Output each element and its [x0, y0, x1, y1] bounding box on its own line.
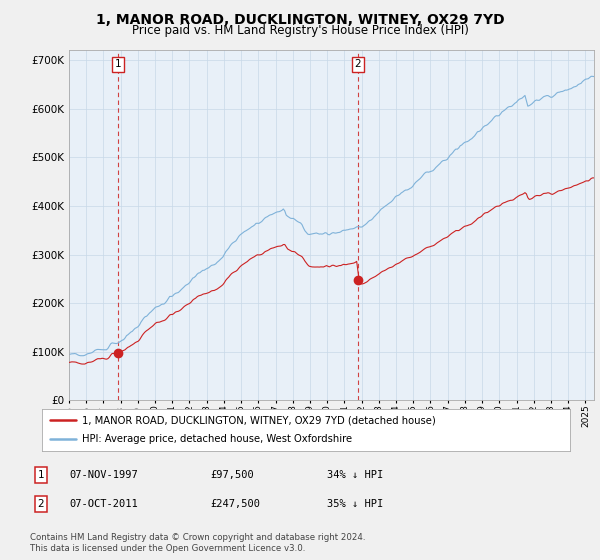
- Text: 35% ↓ HPI: 35% ↓ HPI: [327, 499, 383, 509]
- Text: Contains HM Land Registry data © Crown copyright and database right 2024.
This d: Contains HM Land Registry data © Crown c…: [30, 533, 365, 553]
- Text: 1, MANOR ROAD, DUCKLINGTON, WITNEY, OX29 7YD: 1, MANOR ROAD, DUCKLINGTON, WITNEY, OX29…: [95, 13, 505, 27]
- Text: £247,500: £247,500: [210, 499, 260, 509]
- Text: 2: 2: [37, 499, 44, 509]
- Text: £97,500: £97,500: [210, 470, 254, 480]
- Text: 1: 1: [115, 59, 121, 69]
- Text: 34% ↓ HPI: 34% ↓ HPI: [327, 470, 383, 480]
- Text: 2: 2: [355, 59, 361, 69]
- Text: 07-NOV-1997: 07-NOV-1997: [69, 470, 138, 480]
- Text: 1: 1: [37, 470, 44, 480]
- Text: 1, MANOR ROAD, DUCKLINGTON, WITNEY, OX29 7YD (detached house): 1, MANOR ROAD, DUCKLINGTON, WITNEY, OX29…: [82, 415, 436, 425]
- Text: 07-OCT-2011: 07-OCT-2011: [69, 499, 138, 509]
- Text: HPI: Average price, detached house, West Oxfordshire: HPI: Average price, detached house, West…: [82, 435, 352, 445]
- Text: Price paid vs. HM Land Registry's House Price Index (HPI): Price paid vs. HM Land Registry's House …: [131, 24, 469, 37]
